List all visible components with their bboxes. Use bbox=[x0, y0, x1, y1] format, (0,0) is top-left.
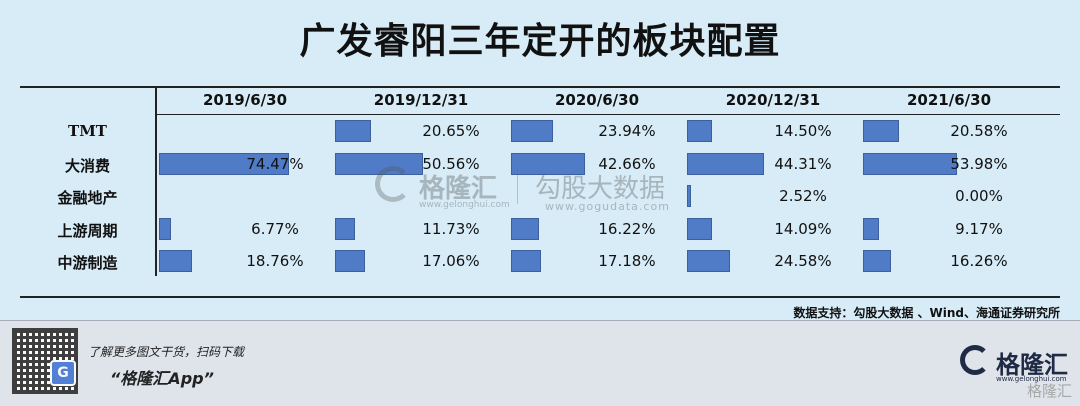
data-label: 42.66% bbox=[598, 154, 656, 173]
data-bar bbox=[687, 152, 765, 175]
table-top-rule bbox=[20, 86, 1060, 88]
data-label: 24.58% bbox=[774, 252, 832, 270]
watermark-brand2-url: www.gogudata.com bbox=[545, 200, 670, 213]
footer-banner: G 了解更多图文干货，扫码下载 “格隆汇App” bbox=[0, 320, 1080, 406]
data-bar bbox=[687, 185, 692, 207]
data-bar bbox=[511, 152, 586, 175]
data-source: 数据支持：勾股大数据 、Wind、海通证券研究所 bbox=[793, 306, 1060, 320]
data-bar bbox=[159, 217, 171, 240]
data-label: 74.47% bbox=[246, 154, 304, 173]
data-bar bbox=[863, 120, 899, 142]
column-header: 2021/6/30 bbox=[906, 91, 992, 109]
data-label: 14.50% bbox=[774, 122, 832, 140]
column-header: 2020/6/30 bbox=[554, 91, 640, 109]
column-header: 2019/6/30 bbox=[202, 91, 288, 109]
row-label: TMT bbox=[68, 122, 107, 140]
data-bar bbox=[159, 152, 289, 175]
watermark-divider bbox=[517, 168, 518, 204]
data-label: 2.52% bbox=[779, 187, 827, 205]
data-bar bbox=[511, 250, 541, 272]
chart-title: 广发睿阳三年定开的板块配置 bbox=[299, 21, 781, 62]
data-label: 20.58% bbox=[950, 122, 1008, 140]
row-label: 上游周期 bbox=[57, 221, 118, 240]
data-label: 17.06% bbox=[422, 252, 480, 270]
data-label: 6.77% bbox=[251, 219, 299, 238]
data-label: 18.76% bbox=[246, 252, 304, 270]
data-bar bbox=[863, 217, 879, 240]
data-label: 44.31% bbox=[774, 154, 832, 173]
allocation-table: 2019/6/30 2019/12/31 2020/6/30 2020/12/31 20… bbox=[20, 86, 1060, 276]
data-label: 14.09% bbox=[774, 219, 832, 238]
data-label: 23.94% bbox=[598, 122, 656, 140]
data-bar bbox=[863, 250, 892, 272]
data-label: 50.56% bbox=[422, 154, 480, 173]
data-bar bbox=[687, 217, 712, 240]
data-bar bbox=[687, 250, 730, 272]
table-vertical-rule bbox=[155, 86, 157, 276]
promo-app-name: “格隆汇App” bbox=[110, 369, 214, 388]
data-label: 16.26% bbox=[950, 252, 1008, 270]
row-label: 金融地产 bbox=[57, 189, 118, 207]
corner-watermark: 格隆汇 bbox=[1026, 382, 1072, 400]
data-label: 20.65% bbox=[422, 122, 480, 140]
gelonghui-logo-icon bbox=[375, 166, 411, 202]
row-label: 中游制造 bbox=[57, 254, 118, 272]
watermark: 格隆汇 www.gelonghui.com 勾股大数据 www.gogudata… bbox=[375, 164, 705, 214]
watermark-brand2: 勾股大数据 bbox=[535, 174, 666, 204]
qr-logo: G bbox=[50, 360, 76, 386]
data-bar bbox=[335, 250, 365, 272]
brand-logo-url: www.gelonghui.com bbox=[996, 375, 1067, 383]
data-label: 9.17% bbox=[955, 219, 1003, 238]
data-bar bbox=[511, 217, 540, 240]
data-bar bbox=[687, 120, 713, 142]
table-bottom-rule bbox=[20, 296, 1060, 298]
data-label: 53.98% bbox=[950, 154, 1008, 173]
brand-logo: 格隆汇 www.gelonghui.com bbox=[960, 343, 1068, 383]
promo-text: 了解更多图文干货，扫码下载 bbox=[88, 345, 245, 359]
table-header-rule bbox=[155, 114, 1060, 115]
data-label: 0.00% bbox=[955, 187, 1003, 205]
data-bar bbox=[335, 217, 356, 240]
data-bar bbox=[159, 250, 192, 272]
data-label: 11.73% bbox=[422, 219, 480, 238]
data-bar bbox=[511, 120, 553, 142]
column-header: 2020/12/31 bbox=[725, 91, 821, 109]
data-label: 17.18% bbox=[598, 252, 656, 270]
data-label: 16.22% bbox=[598, 219, 656, 238]
brand-logo-name: 格隆汇 bbox=[996, 351, 1068, 379]
qr-code-icon[interactable]: G bbox=[12, 328, 78, 394]
column-header: 2019/12/31 bbox=[373, 91, 469, 109]
watermark-brand: 格隆汇 bbox=[419, 174, 498, 204]
watermark-brand-url: www.gelonghui.com bbox=[419, 200, 510, 210]
data-bar bbox=[863, 152, 957, 175]
row-label: 大消费 bbox=[64, 156, 110, 175]
brand-logo-icon bbox=[960, 345, 990, 375]
data-bar bbox=[335, 120, 371, 142]
